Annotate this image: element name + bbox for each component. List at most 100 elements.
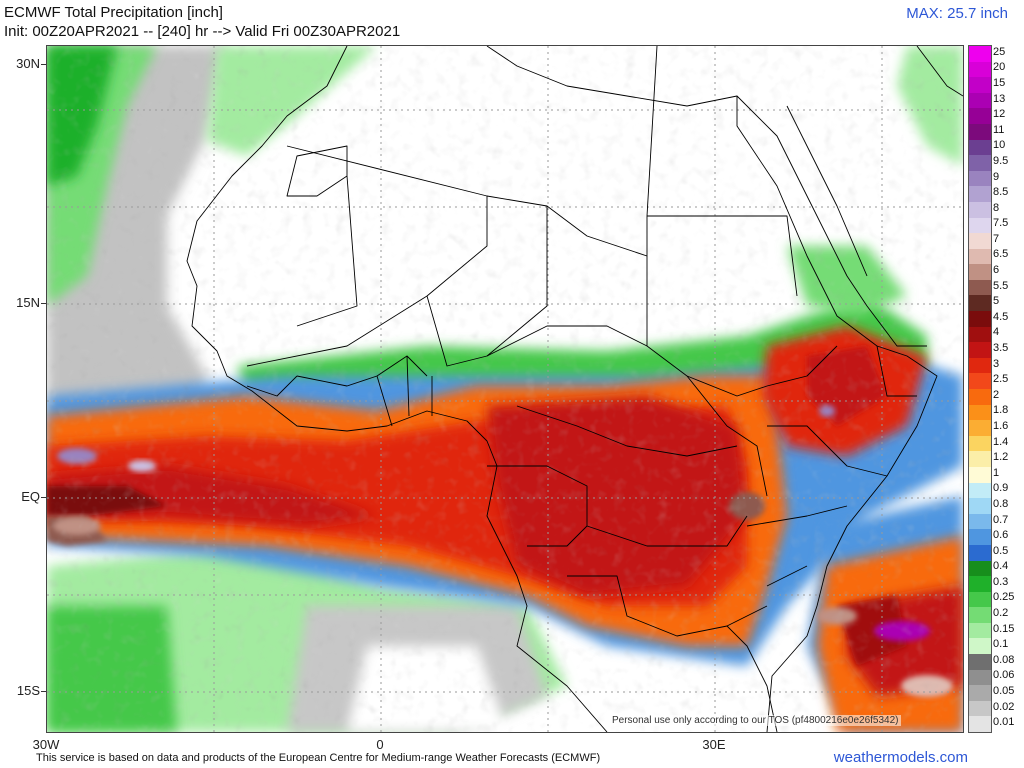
colorbar-swatch: [969, 77, 991, 94]
colorbar-swatch: [969, 404, 991, 421]
colorbar-swatch: [969, 373, 991, 390]
colorbar-swatch: [969, 186, 991, 203]
colorbar-swatch: [969, 716, 991, 733]
colorbar-swatch: [969, 61, 991, 78]
map-title: ECMWF Total Precipitation [inch]: [4, 4, 223, 21]
colorbar-swatch: [969, 389, 991, 406]
colorbar-level-label: 1.2: [993, 451, 1009, 464]
colorbar-swatch: [969, 529, 991, 546]
colorbar-swatch: [969, 357, 991, 374]
ecmwf-attribution: This service is based on data and produc…: [36, 752, 601, 764]
colorbar-swatch: [969, 435, 991, 452]
colorbar-swatch: [969, 622, 991, 639]
colorbar-swatch: [969, 451, 991, 468]
colorbar-level-label: 1.4: [993, 435, 1009, 448]
colorbar-level-label: 15: [993, 76, 1006, 89]
colorbar-level-label: 6.5: [993, 248, 1009, 261]
colorbar-swatch: [969, 576, 991, 593]
colorbar-level-label: 9: [993, 170, 1000, 183]
colorbar-swatch: [969, 591, 991, 608]
lat-label-30n: 30N: [0, 56, 46, 71]
colorbar-swatch: [969, 498, 991, 515]
colorbar-level-label: 13: [993, 92, 1006, 105]
colorbar-level-label: 0.1: [993, 638, 1009, 651]
colorbar-swatch: [969, 466, 991, 484]
colorbar-swatch: [969, 295, 991, 312]
colorbar-swatch: [969, 482, 991, 499]
lat-label-15s: 15S: [0, 683, 46, 698]
colorbar-swatch: [969, 700, 991, 717]
colorbar-level-label: 8: [993, 201, 1000, 214]
lat-label-15n: 15N: [0, 295, 46, 310]
colorbar-level-label: 12: [993, 108, 1006, 121]
graticule: [47, 46, 963, 732]
colorbar-level-label: 5: [993, 295, 1000, 308]
lon-label-30e: 30E: [702, 737, 726, 752]
colorbar-swatch: [969, 513, 991, 530]
colorbar-level-label: 5.5: [993, 279, 1009, 292]
colorbar-level-label: 4: [993, 326, 1000, 339]
lat-label-eq: EQ: [0, 489, 46, 504]
colorbar-level-label: 10: [993, 139, 1006, 152]
colorbar-level-label: 0.3: [993, 575, 1009, 588]
colorbar-level-label: 3: [993, 357, 1000, 370]
colorbar-level-label: 0.8: [993, 497, 1009, 510]
colorbar-level-label: 0.5: [993, 544, 1009, 557]
colorbar-level-label: 0.02: [993, 700, 1015, 713]
colorbar-level-label: 2: [993, 388, 1000, 401]
colorbar-level-label: 7.5: [993, 217, 1009, 230]
colorbar-level-label: 0.01: [993, 716, 1015, 729]
colorbar-swatch: [969, 233, 991, 250]
colorbar-level-label: 1.6: [993, 419, 1009, 432]
colorbar-level-label: 25: [993, 45, 1006, 58]
colorbar-swatch: [969, 217, 991, 234]
colorbar-swatch: [969, 248, 991, 265]
colorbar-swatch: [969, 155, 991, 172]
colorbar-level-label: 8.5: [993, 186, 1009, 199]
colorbar-swatch: [969, 108, 991, 125]
colorbar-level-label: 1.8: [993, 404, 1009, 417]
colorbar-level-label: 0.06: [993, 669, 1015, 682]
colorbar-level-label: 1: [993, 466, 1000, 479]
colorbar-level-label: 4.5: [993, 310, 1009, 323]
colorbar-level-label: 0.4: [993, 560, 1009, 573]
colorbar-swatch: [969, 638, 991, 655]
colorbar-level-label: 11: [993, 123, 1005, 136]
colorbar-swatch: [969, 326, 991, 343]
lon-label-0: 0: [376, 737, 384, 752]
colorbar-swatch: [969, 123, 991, 141]
colorbar-swatch: [969, 311, 991, 328]
colorbar-swatch: [969, 420, 991, 437]
colorbar-swatch: [969, 46, 991, 63]
colorbar-swatch: [969, 654, 991, 671]
colorbar-level-label: 0.2: [993, 607, 1009, 620]
colorbar-level-label: 0.25: [993, 591, 1015, 604]
colorbar-level-label: 0.7: [993, 513, 1009, 526]
colorbar-level-label: 20: [993, 61, 1006, 74]
colorbar-level-label: 7: [993, 232, 1000, 245]
brand-link[interactable]: weathermodels.com: [833, 749, 968, 766]
colorbar-swatch: [969, 201, 991, 218]
colorbar-swatch: [969, 264, 991, 281]
colorbar-level-label: 0.08: [993, 653, 1015, 666]
colorbar-level-label: 0.9: [993, 482, 1009, 495]
colorbar-swatch: [969, 544, 991, 561]
colorbar-level-label: 6: [993, 264, 1000, 277]
colorbar-swatch: [969, 170, 991, 187]
colorbar-level-label: 0.6: [993, 529, 1009, 542]
colorbar-level-label: 9.5: [993, 154, 1009, 167]
colorbar-level-label: 0.05: [993, 685, 1015, 698]
colorbar-swatch: [969, 685, 991, 702]
precipitation-field: [47, 46, 963, 732]
precipitation-map: [46, 45, 964, 733]
colorbar-swatch: [969, 139, 991, 156]
colorbar-swatch: [969, 669, 991, 686]
colorbar-swatch: [969, 342, 991, 359]
colorbar-swatch: [969, 279, 991, 296]
max-value-label: MAX: 25.7 inch: [906, 5, 1008, 22]
colorbar-level-label: 2.5: [993, 373, 1009, 386]
colorbar: [968, 45, 992, 733]
colorbar-level-label: 0.15: [993, 622, 1015, 635]
colorbar-swatch: [969, 92, 991, 109]
lon-label-30w: 30W: [32, 737, 60, 752]
